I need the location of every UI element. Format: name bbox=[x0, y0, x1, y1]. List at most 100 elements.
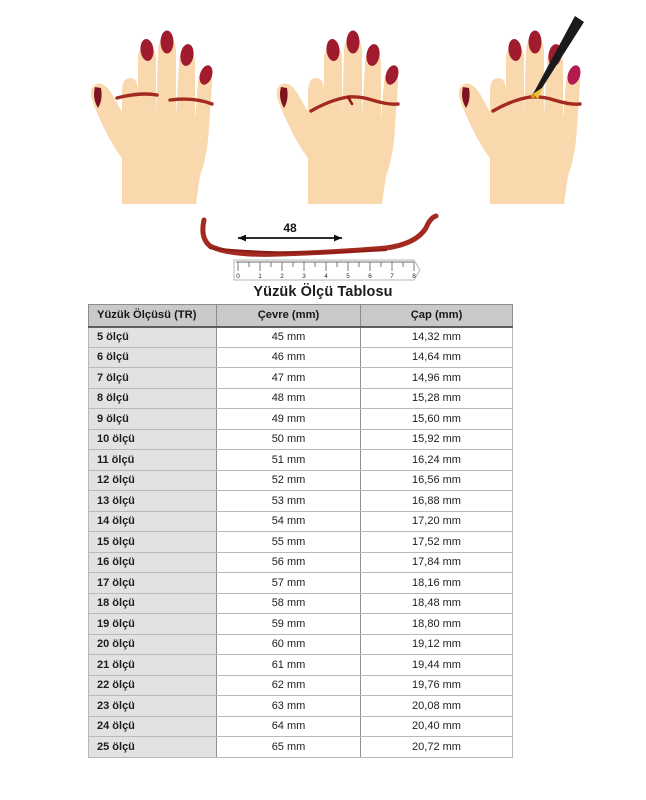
string-shape bbox=[200, 213, 439, 257]
table-row: 14 ölçü 54 mm 17,20 mm bbox=[88, 510, 513, 532]
cell-circumference: 59 mm bbox=[216, 613, 361, 635]
svg-text:7: 7 bbox=[390, 273, 394, 280]
measuring-string bbox=[491, 95, 582, 113]
column-header-diameter: Çap (mm) bbox=[360, 304, 513, 328]
cell-diameter: 14,96 mm bbox=[360, 367, 513, 389]
cell-ring-size: 22 ölçü bbox=[88, 674, 217, 696]
svg-text:4: 4 bbox=[324, 273, 328, 280]
measuring-string bbox=[309, 95, 400, 113]
cell-diameter: 15,60 mm bbox=[360, 408, 513, 430]
cell-diameter: 15,28 mm bbox=[360, 387, 513, 409]
svg-text:2: 2 bbox=[280, 273, 284, 280]
svg-text:8: 8 bbox=[412, 273, 416, 280]
measurement-arrow bbox=[238, 234, 342, 242]
table-row: 24 ölçü 64 mm 20,40 mm bbox=[88, 715, 513, 737]
step3-hand-illustration bbox=[430, 8, 630, 204]
cell-circumference: 57 mm bbox=[216, 572, 361, 594]
table-row: 6 ölçü 46 mm 14,64 mm bbox=[88, 346, 513, 368]
table-row: 21 ölçü 61 mm 19,44 mm bbox=[88, 654, 513, 676]
cell-diameter: 19,76 mm bbox=[360, 674, 513, 696]
cell-ring-size: 16 ölçü bbox=[88, 551, 217, 573]
cell-circumference: 61 mm bbox=[216, 654, 361, 676]
ruler-icon: 0 1 2 3 4 5 6 7 8 bbox=[233, 259, 421, 281]
cell-diameter: 20,08 mm bbox=[360, 695, 513, 717]
cell-diameter: 15,92 mm bbox=[360, 428, 513, 450]
ring-size-table-container: Yüzük Ölçüsü (TR) Çevre (mm) Çap (mm) 5 … bbox=[88, 304, 513, 758]
cell-circumference: 58 mm bbox=[216, 592, 361, 614]
cell-diameter: 18,80 mm bbox=[360, 613, 513, 635]
table-row: 9 ölçü 49 mm 15,60 mm bbox=[88, 408, 513, 430]
cell-ring-size: 18 ölçü bbox=[88, 592, 217, 614]
cell-diameter: 14,64 mm bbox=[360, 346, 513, 368]
table-body: 5 ölçü 45 mm 14,32 mm 6 ölçü 46 mm 14,64 mm 7 … bbox=[88, 326, 513, 758]
measuring-string bbox=[115, 92, 214, 106]
cell-ring-size: 21 ölçü bbox=[88, 654, 217, 676]
cell-ring-size: 20 ölçü bbox=[88, 633, 217, 655]
cell-ring-size: 11 ölçü bbox=[88, 449, 217, 471]
cell-diameter: 17,20 mm bbox=[360, 510, 513, 532]
table-row: 8 ölçü 48 mm 15,28 mm bbox=[88, 387, 513, 409]
cell-diameter: 20,72 mm bbox=[360, 736, 513, 758]
cell-circumference: 62 mm bbox=[216, 674, 361, 696]
cell-circumference: 63 mm bbox=[216, 695, 361, 717]
table-row: 13 ölçü 53 mm 16,88 mm bbox=[88, 490, 513, 512]
cell-ring-size: 7 ölçü bbox=[88, 367, 217, 389]
cell-diameter: 17,84 mm bbox=[360, 551, 513, 573]
cell-circumference: 65 mm bbox=[216, 736, 361, 758]
measurement-value: 48 bbox=[283, 221, 297, 235]
step1-hand-illustration bbox=[62, 8, 262, 204]
cell-diameter: 19,44 mm bbox=[360, 654, 513, 676]
cell-diameter: 14,32 mm bbox=[360, 326, 513, 348]
cell-ring-size: 10 ölçü bbox=[88, 428, 217, 450]
cell-diameter: 18,48 mm bbox=[360, 592, 513, 614]
step2-hand-illustration bbox=[248, 8, 448, 204]
cell-ring-size: 17 ölçü bbox=[88, 572, 217, 594]
cell-diameter: 18,16 mm bbox=[360, 572, 513, 594]
cell-circumference: 53 mm bbox=[216, 490, 361, 512]
table-row: 11 ölçü 51 mm 16,24 mm bbox=[88, 449, 513, 471]
table-row: 7 ölçü 47 mm 14,96 mm bbox=[88, 367, 513, 389]
cell-diameter: 19,12 mm bbox=[360, 633, 513, 655]
hand-shape bbox=[276, 38, 399, 204]
cell-ring-size: 5 ölçü bbox=[88, 326, 217, 348]
column-header-circumference: Çevre (mm) bbox=[216, 304, 361, 328]
cell-ring-size: 13 ölçü bbox=[88, 490, 217, 512]
table-row: 25 ölçü 65 mm 20,72 mm bbox=[88, 736, 513, 758]
cell-ring-size: 8 ölçü bbox=[88, 387, 217, 409]
cell-circumference: 49 mm bbox=[216, 408, 361, 430]
cell-circumference: 56 mm bbox=[216, 551, 361, 573]
cell-diameter: 16,88 mm bbox=[360, 490, 513, 512]
cell-diameter: 16,56 mm bbox=[360, 469, 513, 491]
cell-diameter: 20,40 mm bbox=[360, 715, 513, 737]
table-header-row: Yüzük Ölçüsü (TR) Çevre (mm) Çap (mm) bbox=[88, 304, 513, 328]
cell-circumference: 46 mm bbox=[216, 346, 361, 368]
cell-circumference: 54 mm bbox=[216, 510, 361, 532]
table-row: 23 ölçü 63 mm 20,08 mm bbox=[88, 695, 513, 717]
column-header-ring-size: Yüzük Ölçüsü (TR) bbox=[88, 304, 217, 328]
table-row: 10 ölçü 50 mm 15,92 mm bbox=[88, 428, 513, 450]
cell-ring-size: 14 ölçü bbox=[88, 510, 217, 532]
cell-diameter: 16,24 mm bbox=[360, 449, 513, 471]
table-row: 17 ölçü 57 mm 18,16 mm bbox=[88, 572, 513, 594]
cell-circumference: 52 mm bbox=[216, 469, 361, 491]
table-row: 5 ölçü 45 mm 14,32 mm bbox=[88, 326, 513, 348]
cell-circumference: 48 mm bbox=[216, 387, 361, 409]
hand-shape bbox=[90, 38, 213, 204]
cell-ring-size: 12 ölçü bbox=[88, 469, 217, 491]
cell-circumference: 50 mm bbox=[216, 428, 361, 450]
cell-circumference: 55 mm bbox=[216, 531, 361, 553]
cell-ring-size: 23 ölçü bbox=[88, 695, 217, 717]
marker-pen-icon bbox=[530, 16, 584, 99]
svg-text:1: 1 bbox=[258, 273, 262, 280]
table-row: 16 ölçü 56 mm 17,84 mm bbox=[88, 551, 513, 573]
cell-circumference: 47 mm bbox=[216, 367, 361, 389]
svg-text:3: 3 bbox=[302, 273, 306, 280]
page-title: Yüzük Ölçü Tablosu bbox=[253, 284, 393, 300]
table-row: 12 ölçü 52 mm 16,56 mm bbox=[88, 469, 513, 491]
cell-diameter: 17,52 mm bbox=[360, 531, 513, 553]
cell-circumference: 60 mm bbox=[216, 633, 361, 655]
cell-ring-size: 15 ölçü bbox=[88, 531, 217, 553]
